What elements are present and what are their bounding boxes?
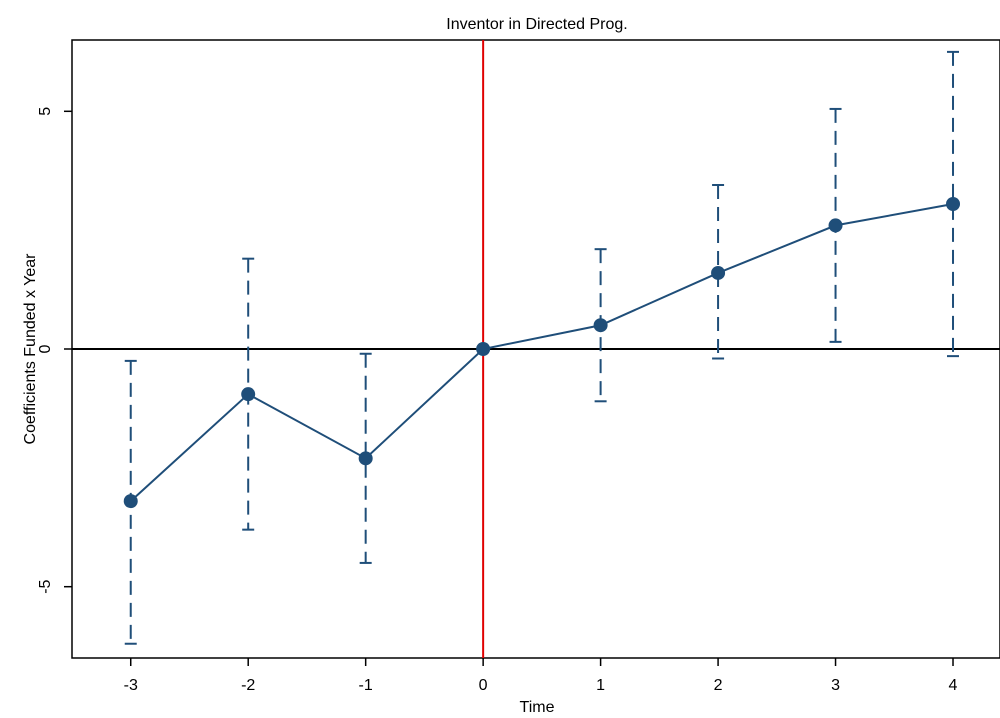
- x-tick-label: -1: [359, 677, 373, 694]
- series-polyline: [130, 203, 954, 502]
- x-tick-label: -2: [241, 677, 255, 694]
- x-tick-label: 1: [596, 677, 605, 694]
- x-axis-ticks: -3 -2 -1 0 1 2 3 4: [124, 658, 958, 694]
- y-tick-label: 5: [37, 107, 54, 116]
- data-point: [241, 387, 256, 402]
- chart-title: Inventor in Directed Prog.: [446, 16, 627, 33]
- x-tick-label: 3: [831, 677, 840, 694]
- data-point: [946, 197, 961, 212]
- x-tick-label: 4: [949, 677, 958, 694]
- x-axis-label: Time: [520, 699, 555, 716]
- y-axis-label: Coefficients Funded x Year: [22, 253, 39, 445]
- data-points: [123, 197, 961, 509]
- y-axis-ticks: -5 0 5: [37, 107, 72, 594]
- data-point: [593, 318, 608, 333]
- x-tick-label: 0: [479, 677, 488, 694]
- data-point: [476, 342, 491, 356]
- reference-lines: [72, 40, 1000, 658]
- y-tick-label: -5: [37, 579, 54, 593]
- data-point: [828, 218, 843, 233]
- x-tick-label: 2: [714, 677, 723, 694]
- data-point: [123, 494, 138, 509]
- y-tick-label: 0: [37, 344, 54, 353]
- confidence-intervals: [124, 50, 960, 645]
- data-point: [358, 451, 373, 466]
- series-line: [130, 203, 954, 502]
- data-point: [711, 265, 726, 280]
- x-tick-label: -3: [124, 677, 138, 694]
